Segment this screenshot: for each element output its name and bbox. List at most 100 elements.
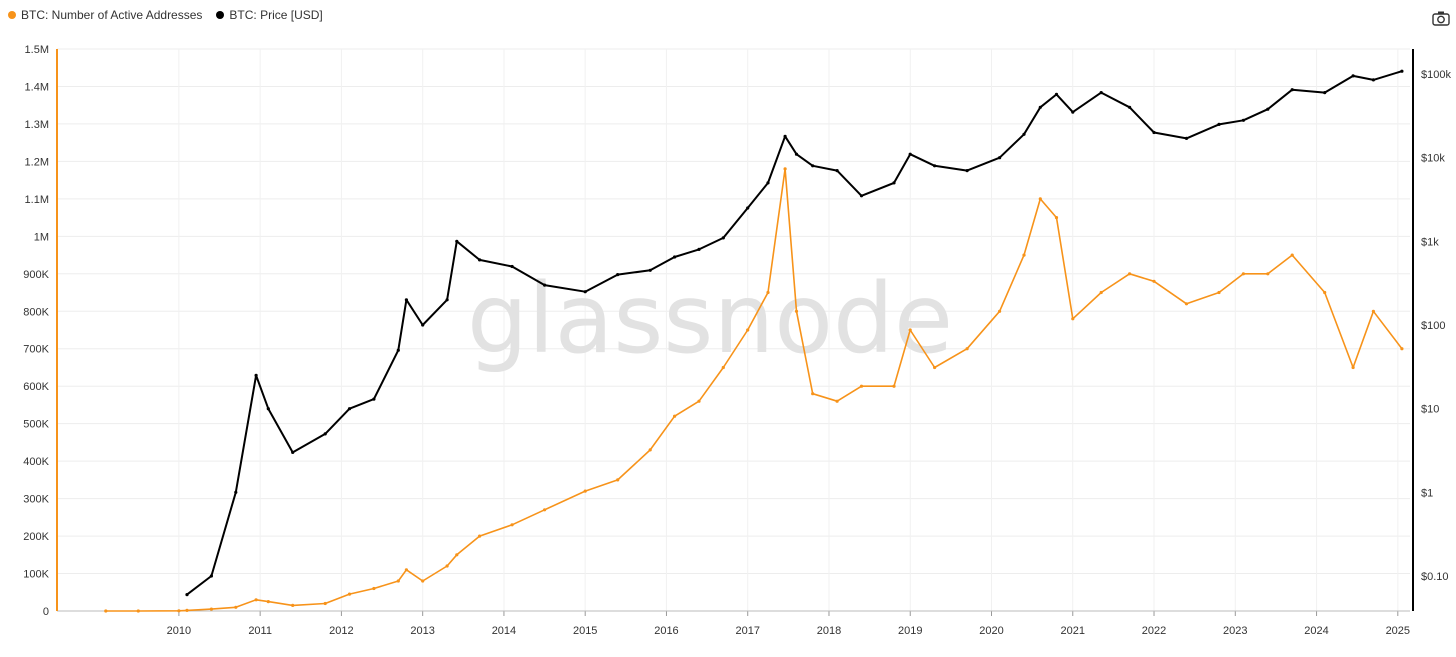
y-axis-right: $0.10 $1 $10 $100 $1k $10k $100k bbox=[1412, 49, 1451, 611]
x-tick-label: 2017 bbox=[735, 625, 759, 637]
point-active-addresses bbox=[965, 347, 969, 351]
point-price bbox=[908, 152, 912, 156]
point-active-addresses bbox=[721, 365, 725, 370]
point-price bbox=[721, 236, 725, 240]
x-tick-label: 2011 bbox=[248, 625, 272, 637]
point-price bbox=[455, 239, 459, 243]
point-active-addresses bbox=[1371, 309, 1375, 313]
x-tick-label: 2023 bbox=[1223, 625, 1247, 637]
point-active-addresses bbox=[1184, 302, 1189, 306]
legend-dot-price bbox=[216, 11, 225, 19]
point-price bbox=[794, 152, 799, 156]
point-price bbox=[1290, 88, 1294, 92]
x-tick-label: 2016 bbox=[654, 625, 678, 637]
point-price bbox=[543, 283, 547, 287]
y-axis-left: 0 100K 200K 300K 400K 500K 600K 700K 800K 900K 1M 1… bbox=[23, 44, 58, 618]
point-price bbox=[510, 264, 514, 269]
point-active-addresses bbox=[998, 309, 1002, 313]
point-active-addresses bbox=[234, 605, 238, 609]
legend-item-active-addresses[interactable]: BTC: Number of Active Addresses bbox=[8, 8, 202, 22]
point-price bbox=[835, 169, 839, 173]
legend-item-price[interactable]: BTC: Price [USD] bbox=[216, 8, 323, 22]
x-tick-label: 2014 bbox=[492, 625, 516, 637]
point-active-addresses bbox=[1038, 197, 1042, 201]
point-price bbox=[421, 323, 425, 327]
x-tick-label: 2021 bbox=[1061, 625, 1085, 637]
point-price bbox=[1241, 118, 1245, 122]
point-price bbox=[396, 348, 400, 352]
gridlines bbox=[57, 48, 1410, 612]
point-active-addresses bbox=[1217, 290, 1221, 295]
point-active-addresses bbox=[908, 328, 912, 332]
x-tick-label: 2024 bbox=[1304, 625, 1328, 637]
y-right-tick-label: $10k bbox=[1421, 153, 1445, 165]
y-left-tick-label: 300K bbox=[23, 494, 49, 506]
watermark-logo: glassnode bbox=[467, 263, 953, 375]
point-active-addresses bbox=[543, 508, 547, 512]
legend: BTC: Number of Active Addresses BTC: Pri… bbox=[8, 8, 323, 22]
y-left-tick-label: 400K bbox=[23, 456, 49, 468]
point-price bbox=[998, 156, 1002, 160]
point-active-addresses bbox=[1400, 347, 1404, 351]
point-active-addresses bbox=[104, 609, 108, 613]
point-active-addresses bbox=[209, 607, 213, 611]
point-active-addresses bbox=[1323, 290, 1327, 295]
x-tick-label: 2025 bbox=[1386, 625, 1410, 637]
point-price bbox=[185, 593, 189, 597]
point-price bbox=[1184, 136, 1189, 140]
point-active-addresses bbox=[445, 564, 449, 568]
point-active-addresses bbox=[859, 384, 864, 388]
point-price bbox=[291, 450, 295, 454]
point-active-addresses bbox=[1099, 290, 1103, 295]
series-layer bbox=[104, 69, 1404, 613]
point-active-addresses bbox=[1241, 272, 1245, 276]
point-price bbox=[859, 194, 864, 198]
point-price bbox=[1266, 107, 1270, 111]
point-active-addresses bbox=[835, 399, 839, 403]
y-left-tick-label: 1.3M bbox=[25, 119, 49, 131]
x-tick-label: 2015 bbox=[573, 625, 597, 637]
point-active-addresses bbox=[1266, 272, 1270, 276]
point-price bbox=[783, 134, 787, 138]
point-active-addresses bbox=[673, 414, 677, 418]
y-left-tick-label: 500K bbox=[23, 419, 49, 431]
point-active-addresses bbox=[1351, 365, 1355, 370]
point-active-addresses bbox=[1071, 317, 1075, 321]
x-tick-label: 2010 bbox=[167, 625, 191, 637]
y-left-tick-label: 900K bbox=[23, 269, 49, 281]
x-axis: 2010 2011 2012 2013 2014 2015 2016 2017 2018 2019… bbox=[57, 610, 1410, 637]
point-price bbox=[478, 258, 482, 262]
camera-icon[interactable] bbox=[1432, 10, 1450, 26]
point-price bbox=[266, 407, 270, 411]
y-left-tick-label: 800K bbox=[23, 306, 49, 318]
point-active-addresses bbox=[648, 448, 652, 452]
point-active-addresses bbox=[478, 534, 482, 538]
point-price bbox=[1054, 92, 1059, 96]
y-left-tick-label: 1.4M bbox=[25, 81, 49, 93]
point-active-addresses bbox=[1290, 253, 1294, 257]
point-price bbox=[892, 181, 896, 185]
y-left-tick-label: 1.2M bbox=[25, 156, 49, 168]
point-active-addresses bbox=[421, 579, 425, 583]
legend-label-active-addresses: BTC: Number of Active Addresses bbox=[21, 8, 203, 22]
y-right-tick-label: $10 bbox=[1421, 404, 1439, 416]
y-left-tick-label: 1.1M bbox=[25, 194, 49, 206]
x-tick-label: 2020 bbox=[979, 625, 1003, 637]
point-price bbox=[234, 490, 238, 494]
point-price bbox=[1217, 122, 1221, 126]
y-left-tick-label: 100K bbox=[23, 569, 49, 581]
legend-dot-active-addresses bbox=[8, 11, 16, 19]
point-active-addresses bbox=[347, 592, 352, 596]
point-active-addresses bbox=[1152, 279, 1156, 283]
point-active-addresses bbox=[794, 309, 799, 313]
point-active-addresses bbox=[254, 598, 258, 602]
y-right-tick-label: $0.10 bbox=[1421, 571, 1449, 583]
point-price bbox=[1400, 69, 1404, 73]
x-tick-label: 2022 bbox=[1142, 625, 1166, 637]
point-price bbox=[673, 255, 677, 259]
x-tick-label: 2019 bbox=[898, 625, 922, 637]
point-price bbox=[746, 206, 750, 210]
point-price bbox=[1071, 110, 1075, 114]
point-price bbox=[1152, 130, 1156, 135]
point-active-addresses bbox=[185, 608, 189, 613]
